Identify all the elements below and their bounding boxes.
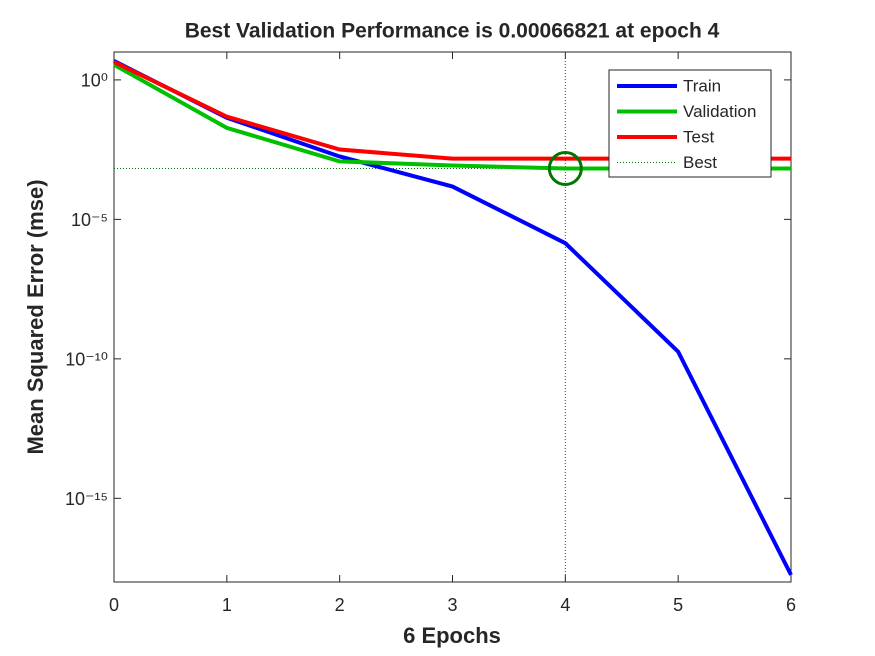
- x-axis-label: 6 Epochs: [403, 623, 501, 648]
- y-tick-label: 10⁻⁵: [71, 210, 108, 230]
- legend-label: Best: [683, 153, 717, 172]
- legend-label: Validation: [683, 102, 756, 121]
- y-axis-label: Mean Squared Error (mse): [23, 179, 48, 454]
- x-tick-label: 4: [560, 595, 570, 615]
- x-tick-label: 1: [222, 595, 232, 615]
- legend-label: Train: [683, 76, 721, 95]
- y-tick-label: 10⁰: [81, 71, 108, 91]
- x-tick-label: 5: [673, 595, 683, 615]
- best-marker: [547, 150, 583, 186]
- x-tick-label: 3: [447, 595, 457, 615]
- chart-title: Best Validation Performance is 0.0006682…: [185, 20, 720, 43]
- x-tick-label: 0: [109, 595, 119, 615]
- x-tick-label: 6: [786, 595, 796, 615]
- legend-label: Test: [683, 127, 714, 146]
- y-tick-label: 10⁻¹⁰: [65, 350, 108, 370]
- x-tick-label: 2: [335, 595, 345, 615]
- y-tick-label: 10⁻¹⁵: [65, 489, 108, 509]
